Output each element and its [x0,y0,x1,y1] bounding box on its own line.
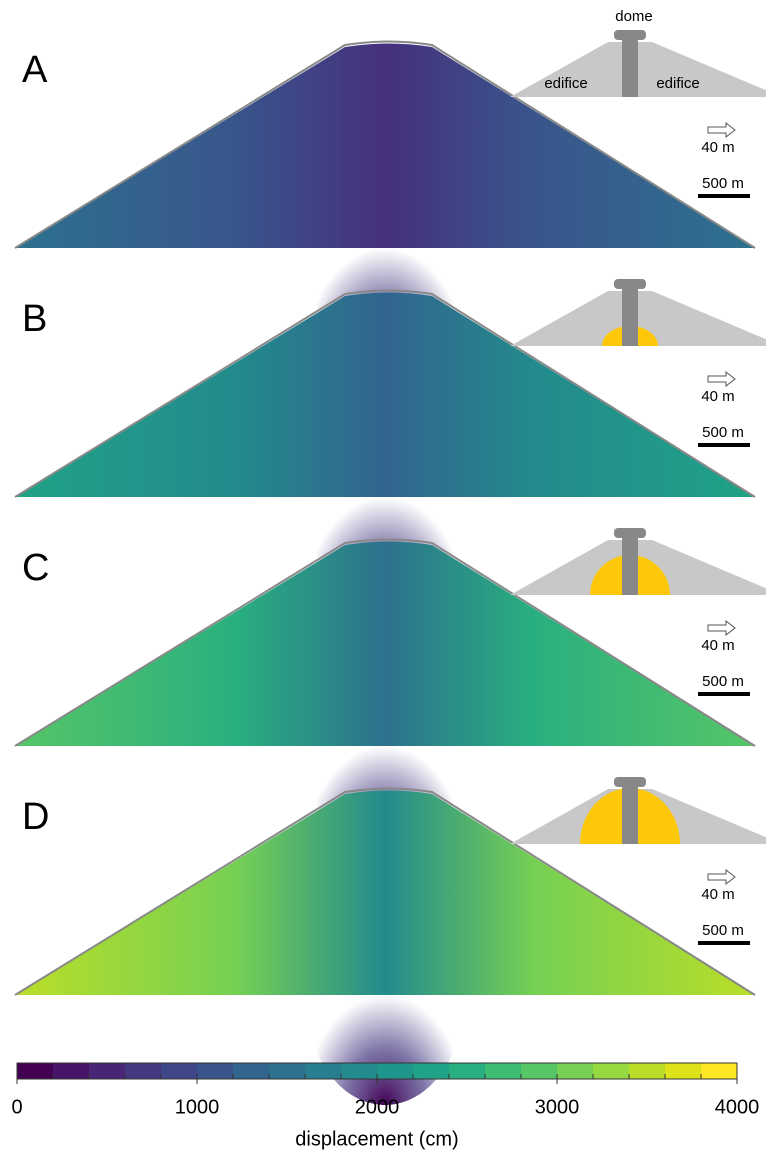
inset-conduit [622,287,638,346]
length-scale-bar [698,443,750,447]
length-scale-label: 500 m [702,175,744,192]
colorbar-tick-label: 2000 [355,1096,400,1118]
inset-conduit [622,785,638,844]
colorbar-tick-label: 3000 [535,1096,580,1118]
colorbar-bin [233,1063,270,1079]
colorbar-bin [701,1063,738,1079]
inset-dome [614,777,646,787]
scale-arrow [707,619,736,637]
length-scale-label: 500 m [702,922,744,939]
colorbar-bin [269,1063,306,1079]
panel-label: A [22,49,48,91]
scale-arrow [707,370,736,388]
inset-label: edifice [656,75,699,92]
scale-arrow [707,868,736,886]
colorbar-tick-label: 0 [11,1096,22,1118]
inset-conduit [622,536,638,595]
colorbar-bin [593,1063,630,1079]
length-scale-bar [698,194,750,198]
inset-dome [614,528,646,538]
colorbar-title: displacement (cm) [295,1128,458,1150]
colorbar-bin [557,1063,594,1079]
panel-label: D [22,796,49,838]
colorbar-bin [305,1063,342,1079]
inset-dome [614,30,646,40]
panel-label: C [22,547,49,589]
arrow-scale-label: 40 m [701,886,734,903]
colorbar-bin [53,1063,90,1079]
length-scale-label: 500 m [702,424,744,441]
colorbar-bin [485,1063,522,1079]
inset-dome [614,279,646,289]
colorbar-bin [377,1063,414,1079]
colorbar-bin [449,1063,486,1079]
inset-label: edifice [544,75,587,92]
colorbar-bin [17,1063,54,1079]
colorbar-bin [665,1063,702,1079]
colorbar-tick-label: 4000 [715,1096,760,1118]
panel-label: B [22,298,47,340]
colorbar-bin [197,1063,234,1079]
surface-line [14,289,756,498]
colorbar-bin [125,1063,162,1079]
arrow-scale-label: 40 m [701,637,734,654]
inset-conduit [622,38,638,97]
length-scale-bar [698,692,750,696]
surface-line [14,40,756,249]
colorbar-bin [89,1063,126,1079]
colorbar-bin [161,1063,198,1079]
colorbar-tick-label: 1000 [175,1096,220,1118]
inset-label: dome [615,8,653,25]
colorbar-bin [521,1063,558,1079]
colorbar-bin [341,1063,378,1079]
arrow-scale-label: 40 m [701,139,734,156]
length-scale-label: 500 m [702,673,744,690]
surface-line [14,538,756,747]
panel: D 40 m 500 m [14,777,766,1105]
colorbar-bin [413,1063,450,1079]
arrow-scale-label: 40 m [701,388,734,405]
surface-line [14,787,756,996]
scale-arrow [707,121,736,139]
colorbar-bin [629,1063,666,1079]
length-scale-bar [698,941,750,945]
low-zone [305,885,465,1105]
